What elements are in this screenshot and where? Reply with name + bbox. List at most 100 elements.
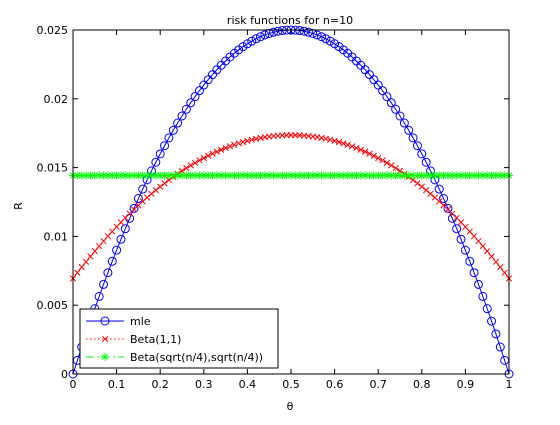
series-0-point-59 <box>325 36 335 46</box>
x-tick-label: 0.5 <box>282 378 300 391</box>
series-0-point-88 <box>452 224 462 234</box>
series-2-point-78 <box>409 171 418 180</box>
series-0-point-56 <box>312 30 322 40</box>
series-2-point-82 <box>426 171 435 180</box>
series-2-point-63 <box>343 171 352 180</box>
series-1-point-32 <box>209 150 216 157</box>
series-1-point-19 <box>152 187 159 194</box>
series-1-point-96 <box>488 253 495 260</box>
series-2-point-90 <box>461 171 470 180</box>
series-2 <box>69 171 513 180</box>
series-2-point-29 <box>195 171 204 180</box>
series-2-point-85 <box>439 171 448 180</box>
series-2-point-71 <box>378 171 387 180</box>
series-2-point-5 <box>90 171 99 180</box>
series-1-point-81 <box>423 187 430 194</box>
series-1-point-4 <box>87 253 94 260</box>
series-2-point-28 <box>191 171 200 180</box>
series-2-point-97 <box>491 171 500 180</box>
legend-label: mle <box>130 315 151 328</box>
series-0-point-9 <box>107 256 117 266</box>
series-0-point-94 <box>478 291 488 301</box>
series-2-point-12 <box>121 171 130 180</box>
series-2-point-53 <box>300 171 309 180</box>
series-2-point-45 <box>265 171 274 180</box>
series-2-point-61 <box>334 171 343 180</box>
series-0-point-69 <box>369 75 379 85</box>
series-0-point-43 <box>255 32 265 42</box>
series-2-point-73 <box>387 171 396 180</box>
series-2-point-10 <box>112 171 121 180</box>
series-2-point-99 <box>500 171 509 180</box>
series-2-point-2 <box>77 171 86 180</box>
x-tick-label: 0.7 <box>369 378 387 391</box>
series-2-point-34 <box>217 171 226 180</box>
series-0-point-86 <box>443 203 453 213</box>
series-1-point-66 <box>357 146 364 153</box>
series-0-point-30 <box>199 80 209 90</box>
series-2-point-66 <box>356 171 365 180</box>
series-0-point-76 <box>399 118 409 128</box>
series-2-point-20 <box>156 171 165 180</box>
series-0-point-78 <box>408 133 418 143</box>
series-0-point-16 <box>138 184 148 194</box>
series-0-point-53 <box>299 26 309 36</box>
series-2-point-89 <box>457 171 466 180</box>
series-1-point-62 <box>340 140 347 147</box>
x-tick-label: 0 <box>70 378 77 391</box>
chart-title: risk functions for n=10 <box>227 14 353 27</box>
series-1-point-71 <box>379 157 386 164</box>
series-2-point-80 <box>417 171 426 180</box>
series-2-point-87 <box>448 171 457 180</box>
series-2-point-84 <box>435 171 444 180</box>
series-2-point-55 <box>308 171 317 180</box>
series-1-point-69 <box>370 152 377 159</box>
series-0-point-91 <box>465 256 475 266</box>
series-2-point-94 <box>478 171 487 180</box>
series-0-point-44 <box>260 30 270 40</box>
series-0-point-28 <box>190 92 200 102</box>
series-2-point-83 <box>430 171 439 180</box>
series-0-point-48 <box>277 26 287 36</box>
series-1-point-61 <box>335 138 343 146</box>
series-2-point-93 <box>474 171 483 180</box>
series-0-point-6 <box>94 291 104 301</box>
series-0-point-84 <box>434 184 444 194</box>
series-1-point-35 <box>222 144 229 152</box>
series-0-point-74 <box>391 104 401 114</box>
series-1-point-38 <box>235 140 242 147</box>
series-0-point-14 <box>129 203 139 213</box>
series-1-point-98 <box>497 264 504 271</box>
series-0-point-20 <box>155 149 165 159</box>
series-2-point-42 <box>252 171 261 180</box>
series-0-point-92 <box>469 268 479 278</box>
series-1-point-65 <box>353 144 360 152</box>
series-2-point-39 <box>239 171 248 180</box>
series-1-point-6 <box>96 242 103 250</box>
series-0-point-72 <box>382 92 392 102</box>
series-2-point-86 <box>443 171 452 180</box>
series-0-point-98 <box>495 342 505 352</box>
series-1-point-99 <box>501 269 508 276</box>
series-0-point-45 <box>264 28 274 38</box>
legend: mle Beta(1,1) Beta(sqrt(n/4),sqrt(n/4)) <box>79 308 279 369</box>
series-2-point-52 <box>295 171 304 180</box>
series-2-point-46 <box>269 171 278 180</box>
series-2-point-54 <box>304 171 313 180</box>
x-tick-label: 0.1 <box>108 378 126 391</box>
series-0-point-27 <box>186 98 196 108</box>
series-1-point-94 <box>479 242 486 250</box>
series-1-point-27 <box>187 162 194 169</box>
series-0-point-90 <box>460 245 470 255</box>
series-0-point-58 <box>321 34 331 44</box>
series-0-point-19 <box>151 157 161 167</box>
series-0-point-10 <box>112 245 122 255</box>
series-1-point-2 <box>78 264 85 271</box>
series-2-point-62 <box>339 171 348 180</box>
series-2-point-79 <box>413 171 422 180</box>
series-1-point-80 <box>418 183 425 190</box>
series-2-point-25 <box>178 171 186 180</box>
series-0-point-81 <box>421 157 431 167</box>
series-1-point-18 <box>148 190 155 197</box>
